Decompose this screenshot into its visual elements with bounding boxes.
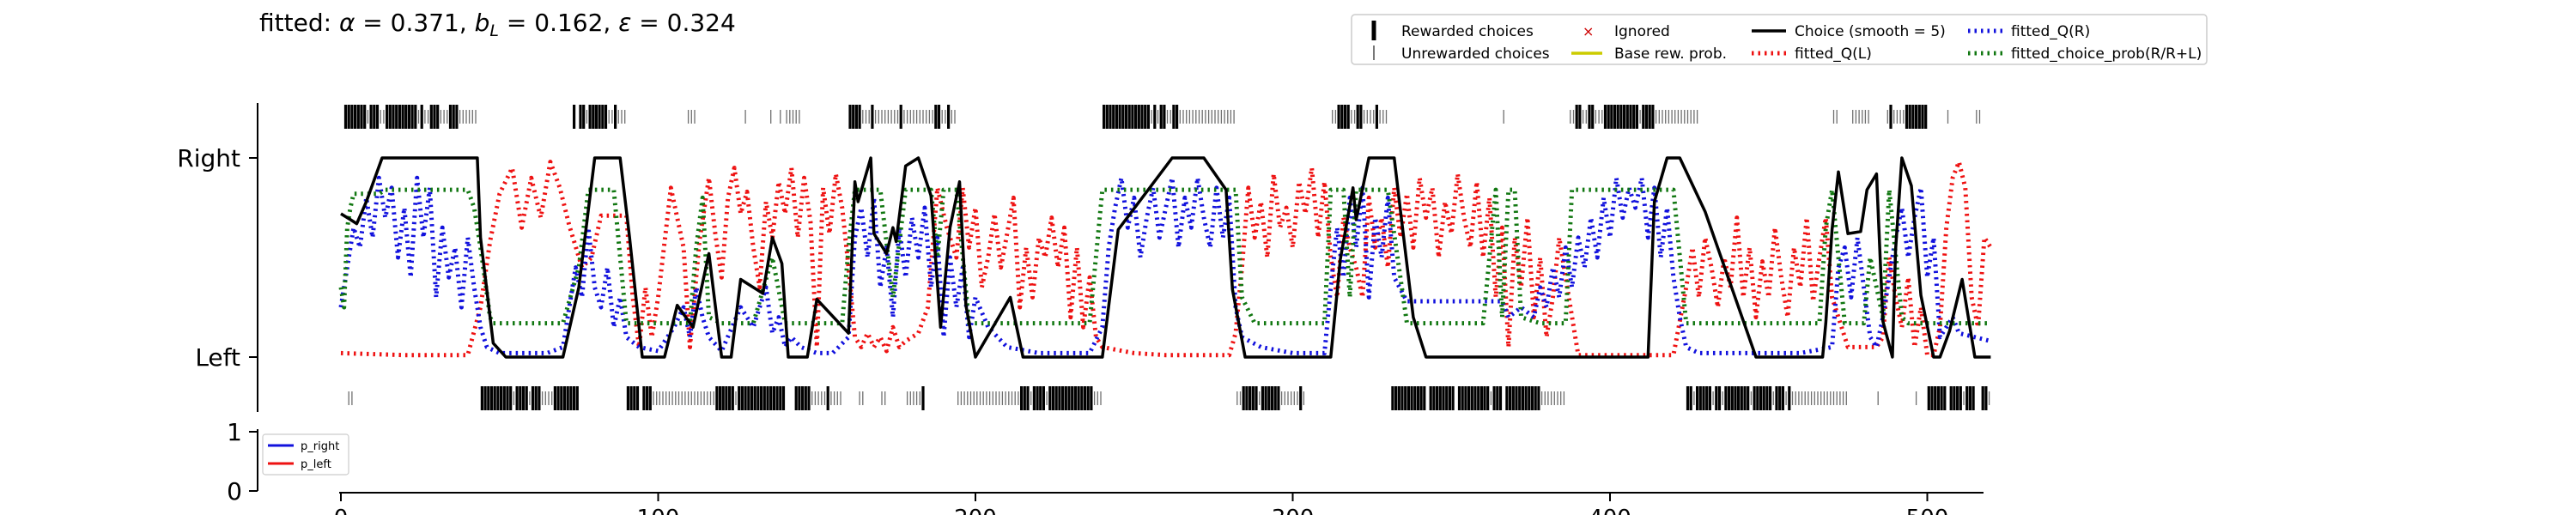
fitted-q-right-line	[338, 175, 1992, 355]
right-choice-raster	[343, 105, 1981, 129]
legend-entry-qr: fitted_Q(R)	[1968, 23, 2090, 40]
xtick-label: 500	[1906, 506, 1949, 515]
left-choice-raster	[348, 386, 1990, 410]
xtick-label: 300	[1272, 506, 1315, 515]
legend-ql-label: fitted_Q(L)	[1795, 45, 1872, 63]
legend-entry-choice: Choice (smooth = 5)	[1752, 23, 1946, 40]
xtick-label: 100	[637, 506, 680, 515]
bottom-ytick-label-1: 1	[227, 418, 242, 446]
main-plot: Right Left	[177, 103, 1993, 412]
legend-entry-prob: fitted_choice_prob(R/R+L)	[1968, 45, 2202, 63]
bottom-plot: 1 0 0 100 200 300 400 500 p_right p_left	[227, 418, 1984, 515]
legend-p-right-label: p_right	[301, 440, 339, 453]
legend-rewarded-label: Rewarded choices	[1401, 23, 1534, 40]
xtick-label: 200	[954, 506, 997, 515]
x-ticks: 0 100 200 300 400 500	[334, 493, 1949, 515]
legend-entry-ignored: × Ignored	[1583, 23, 1670, 40]
legend-prob-label: fitted_choice_prob(R/R+L)	[2011, 45, 2202, 63]
main-legend-frame	[1351, 14, 2208, 65]
ytick-label-left: Left	[195, 343, 240, 372]
main-legend: Rewarded choices Unrewarded choices × Ig…	[1351, 14, 2208, 65]
legend-choice-label: Choice (smooth = 5)	[1795, 23, 1946, 40]
legend-entry-rewarded: Rewarded choices	[1371, 21, 1534, 40]
legend-base-label: Base rew. prob.	[1614, 45, 1727, 63]
ytick-label-right: Right	[177, 144, 240, 173]
xtick-label: 0	[334, 506, 349, 515]
legend-entry-ql: fitted_Q(L)	[1752, 45, 1872, 63]
legend-ignored-label: Ignored	[1614, 23, 1670, 40]
fitted-q-left-line	[340, 160, 1993, 358]
bottom-ytick-label-0: 0	[227, 477, 242, 506]
legend-entry-base: Base rew. prob.	[1571, 45, 1727, 63]
legend-entry-unrewarded: Unrewarded choices	[1373, 45, 1550, 63]
xtick-label: 400	[1589, 506, 1631, 515]
bottom-legend: p_right p_left	[262, 433, 349, 476]
legend-ignored-marker: ×	[1583, 23, 1594, 39]
legend-unrewarded-label: Unrewarded choices	[1401, 45, 1550, 63]
legend-qr-label: fitted_Q(R)	[2011, 23, 2090, 40]
chart-title: fitted: α = 0.371, bL = 0.162, ε = 0.324	[259, 9, 736, 40]
legend-p-left-label: p_left	[301, 458, 331, 471]
choice-smooth-line	[340, 156, 1991, 359]
